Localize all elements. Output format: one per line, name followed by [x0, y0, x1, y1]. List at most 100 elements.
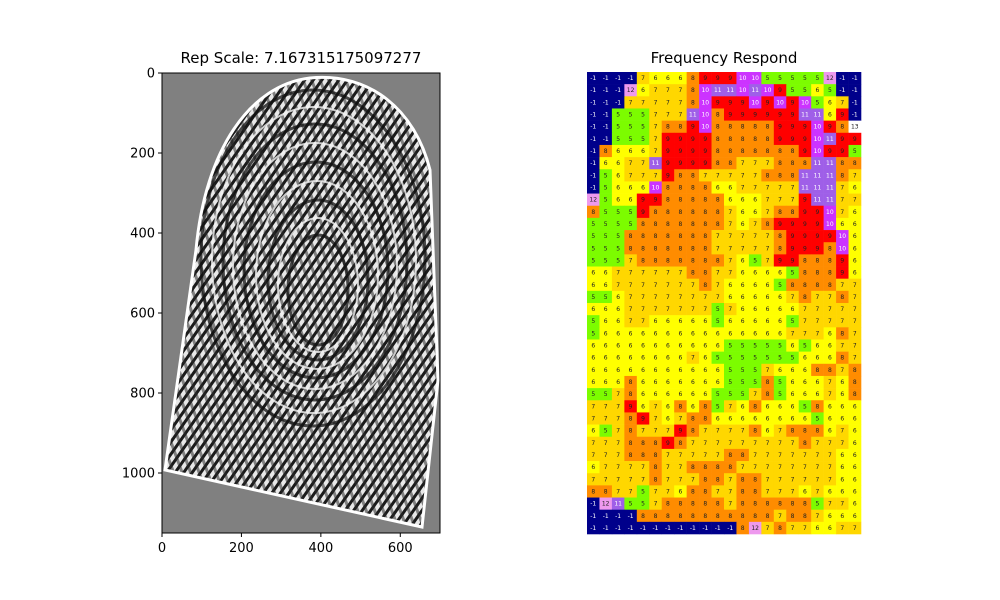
heatmap-cell	[798, 424, 812, 438]
heatmap-cell-label: 6	[828, 330, 832, 337]
heatmap-cell-label: 8	[703, 233, 707, 240]
heatmap-cell	[773, 485, 787, 498]
heatmap-cell	[748, 388, 762, 401]
heatmap-cell	[649, 363, 663, 377]
heatmap-cell-label: 8	[728, 513, 732, 520]
heatmap-cell-label: 8	[766, 501, 770, 508]
heatmap-cell	[786, 461, 800, 474]
heatmap-cell	[636, 509, 650, 523]
heatmap-cell	[674, 108, 687, 121]
heatmap-cell	[823, 181, 837, 194]
heatmap-cell	[611, 412, 625, 425]
heatmap-cell-label: 6	[654, 75, 658, 82]
heatmap-cell	[611, 108, 625, 121]
heatmap-cell	[661, 375, 675, 389]
heatmap-cell	[761, 96, 775, 109]
heatmap-cell-label: 7	[678, 416, 682, 423]
heatmap-cell	[798, 521, 812, 535]
heatmap-cell	[599, 120, 613, 134]
heatmap-cell	[624, 157, 638, 170]
heatmap-cell-label: 7	[753, 233, 757, 240]
heatmap-cell	[686, 351, 700, 365]
heatmap-cell	[611, 375, 625, 389]
heatmap-cell-label: 7	[678, 294, 682, 301]
heatmap-cell	[686, 485, 700, 498]
heatmap-cell	[798, 266, 812, 279]
heatmap-cell	[624, 72, 638, 85]
heatmap-cell-label: 8	[716, 209, 720, 216]
heatmap-cell	[636, 497, 650, 510]
heatmap-cell-label: 10	[701, 112, 709, 119]
heatmap-cell	[761, 448, 775, 462]
heatmap-cell-label: 6	[815, 87, 819, 94]
heatmap-cell	[587, 290, 600, 304]
heatmap-cell	[773, 509, 787, 523]
heatmap-cell	[748, 72, 762, 85]
heatmap-cell	[599, 230, 613, 243]
heatmap-cell-label: 7	[716, 428, 720, 435]
heatmap-cell-label: 6	[815, 525, 819, 532]
heatmap-cell-label: 8	[778, 525, 782, 532]
heatmap-cell-label: 7	[716, 488, 720, 495]
heatmap-cell	[599, 144, 613, 158]
heatmap-cell-label: 8	[691, 185, 695, 192]
heatmap-cell	[724, 363, 737, 377]
heatmap-cell	[798, 448, 812, 462]
heatmap-cell-label: 8	[728, 124, 732, 131]
heatmap-cell-label: 6	[791, 391, 795, 398]
heatmap-cell	[736, 521, 750, 535]
heatmap-cell	[786, 120, 800, 134]
heatmap-cell-label: 7	[778, 452, 782, 459]
heatmap-cell	[599, 315, 613, 328]
heatmap-cell	[798, 436, 812, 450]
heatmap-cell	[636, 205, 650, 219]
heatmap-cell-label: 6	[840, 221, 844, 228]
heatmap-cell	[823, 303, 837, 316]
heatmap-cell	[624, 266, 638, 279]
heatmap-cell	[711, 205, 725, 219]
heatmap-cell-label: 9	[629, 403, 633, 410]
heatmap-cell-label: 7	[691, 306, 695, 313]
heatmap-cell-label: 11	[814, 185, 822, 192]
heatmap-cell-label: -1	[839, 75, 845, 82]
heatmap-cell	[686, 473, 700, 486]
heatmap-cell	[786, 278, 800, 292]
heatmap-cell-label: 7	[853, 294, 857, 301]
heatmap-cell-label: 6	[791, 416, 795, 423]
heatmap-cell-label: 5	[778, 391, 782, 398]
heatmap-cell-label: 6	[604, 330, 608, 337]
heatmap-cell	[836, 144, 849, 158]
heatmap-cell-label: 8	[678, 513, 682, 520]
heatmap-cell	[686, 144, 700, 158]
heatmap-cell-label: 6	[666, 367, 670, 374]
heatmap-cell	[636, 96, 650, 109]
heatmap-cell-label: 6	[641, 403, 645, 410]
heatmap-cell	[811, 266, 824, 279]
heatmap-cell-label: 7	[840, 209, 844, 216]
heatmap-cell	[836, 375, 849, 389]
heatmap-cell	[798, 485, 812, 498]
heatmap-cell-label: -1	[603, 136, 609, 143]
heatmap-cell-label: 11	[814, 160, 822, 167]
heatmap-cell-label: 7	[728, 233, 732, 240]
heatmap-cell	[636, 339, 650, 352]
heatmap-cell-label: 5	[629, 136, 633, 143]
heatmap-cell	[724, 412, 737, 425]
heatmap-cell	[686, 461, 700, 474]
heatmap-cell	[823, 485, 837, 498]
heatmap-cell-label: 6	[629, 330, 633, 337]
heatmap-cell	[848, 497, 862, 510]
heatmap-cell	[736, 327, 750, 340]
heatmap-cell-label: 7	[678, 452, 682, 459]
heatmap-cell-label: 9	[828, 124, 832, 131]
heatmap-cell-label: 7	[629, 294, 633, 301]
heatmap-cell	[661, 363, 675, 377]
heatmap-cell	[699, 315, 712, 328]
heatmap-cell	[811, 509, 824, 523]
heatmap-cell	[773, 436, 787, 450]
heatmap-cell	[599, 132, 613, 146]
heatmap-cell	[611, 436, 625, 450]
heatmap-cell-label: 7	[840, 440, 844, 447]
heatmap-cell-label: 6	[678, 367, 682, 374]
heatmap-cell-label: 11	[826, 172, 834, 179]
